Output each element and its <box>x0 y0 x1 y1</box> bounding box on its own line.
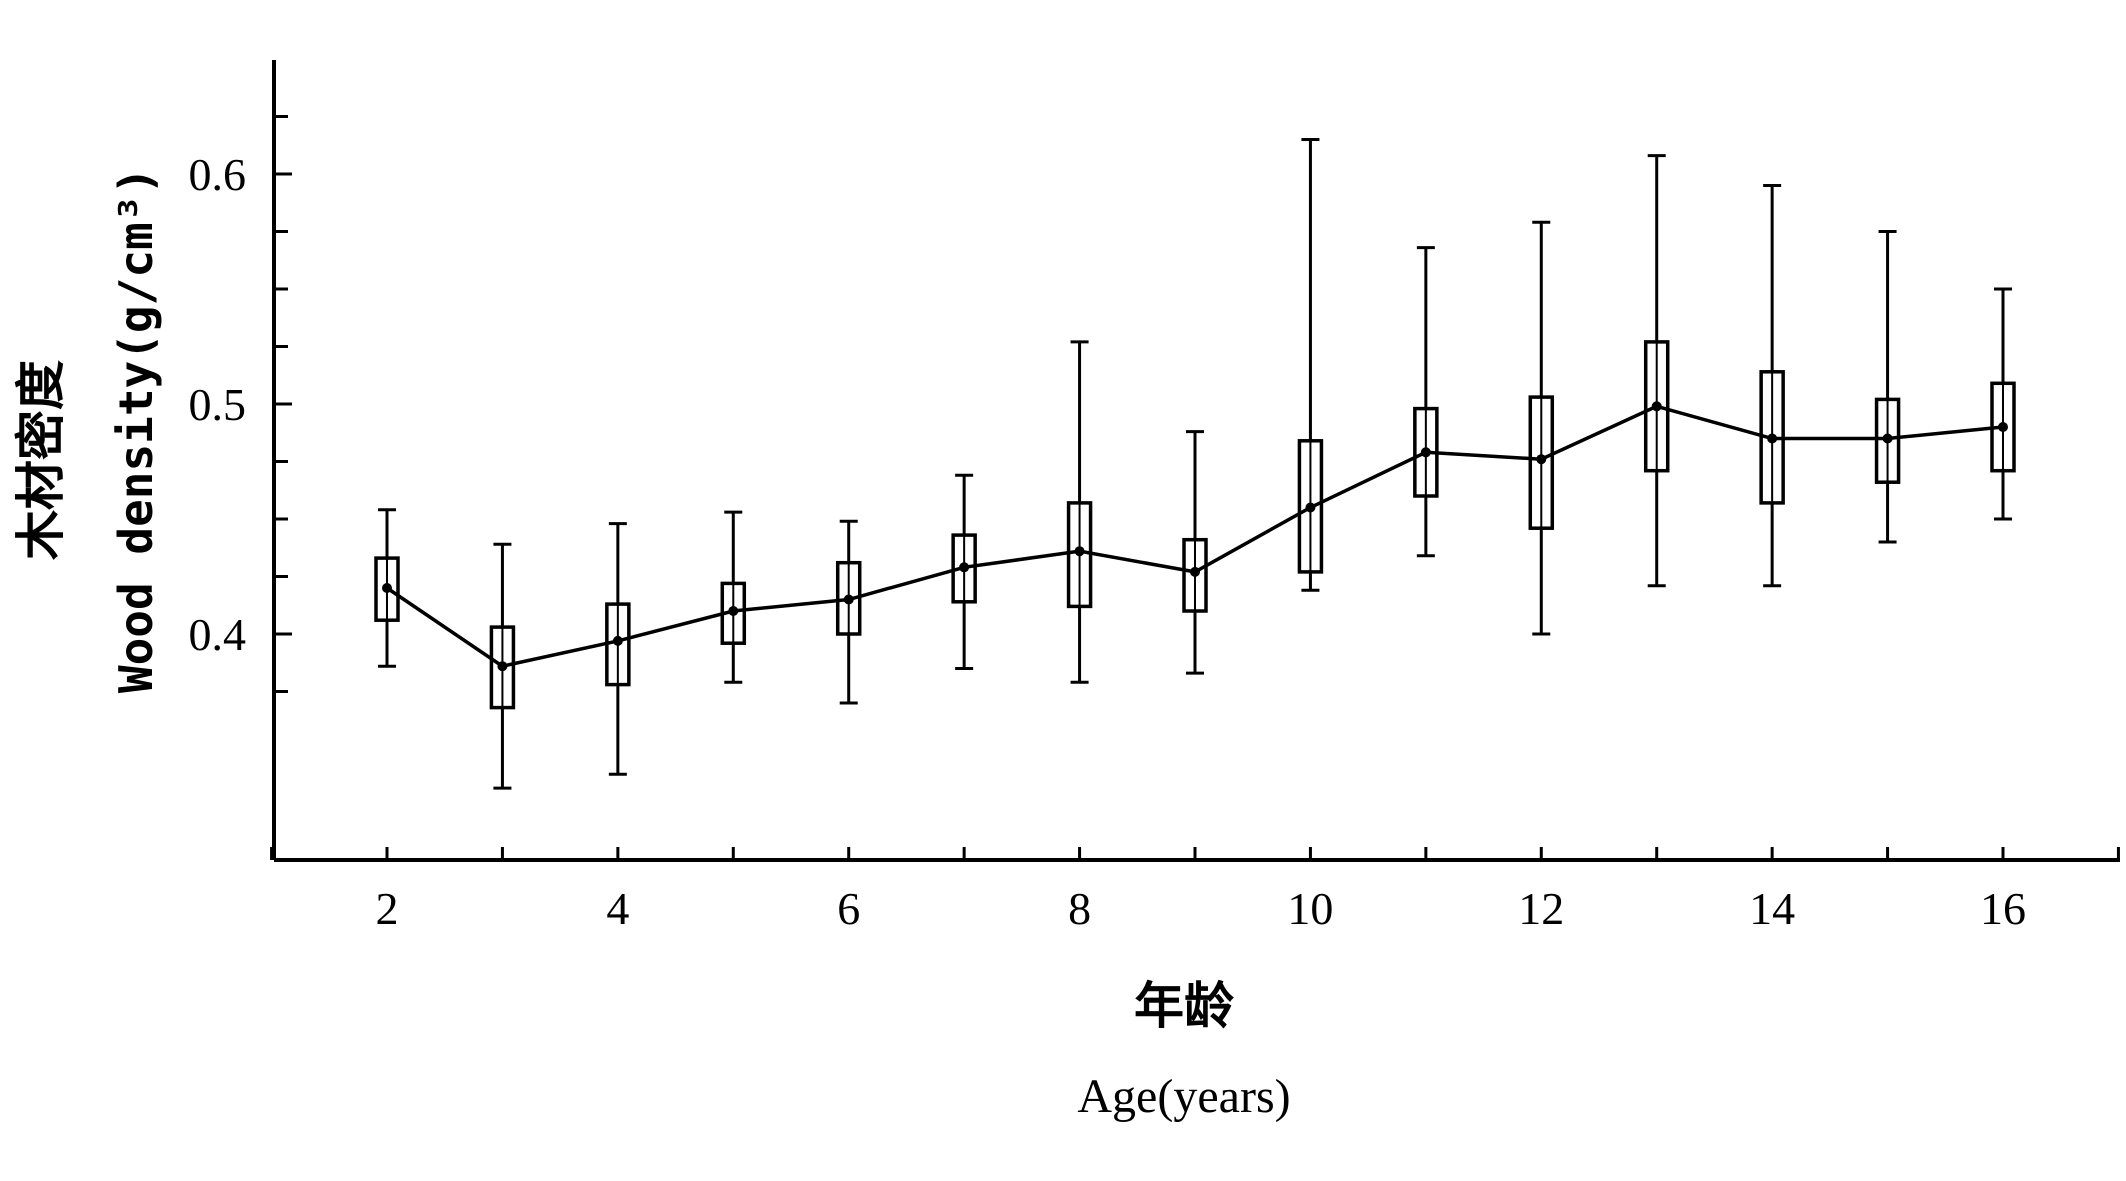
axes <box>270 60 2120 862</box>
mean-point <box>1998 422 2008 432</box>
y-axis-label-cn: 木材密度 <box>12 360 70 560</box>
x-tick-label: 10 <box>1287 883 1333 934</box>
whiskers <box>378 138 2012 790</box>
y-tick-label: 0.5 <box>189 379 247 430</box>
mean-point <box>1305 502 1316 513</box>
mean-point <box>1536 454 1547 465</box>
x-tick-label: 4 <box>606 883 629 934</box>
x-tick-label: 2 <box>376 883 399 934</box>
x-axis-label-en: Age(years) <box>1077 1070 1290 1123</box>
x-tick-label: 8 <box>1068 883 1091 934</box>
mean-point <box>843 594 854 605</box>
x-tick-label: 6 <box>837 883 860 934</box>
mean-point <box>728 606 739 616</box>
mean-point <box>1190 566 1200 577</box>
mean-point <box>497 661 508 672</box>
mean-point <box>1074 546 1085 557</box>
mean-point <box>1882 433 1893 444</box>
y-axis-label-en: Wood density(g/cm³) <box>109 167 163 693</box>
x-tick-label: 12 <box>1518 883 1564 934</box>
x-tick-label: 16 <box>1980 883 2026 934</box>
x-tick-label: 14 <box>1749 883 1795 934</box>
mean-point <box>959 562 970 573</box>
mean-point <box>612 635 623 646</box>
y-tick-label: 0.4 <box>189 609 247 660</box>
y-tick-label: 0.6 <box>189 149 247 200</box>
mean-point <box>1767 433 1778 444</box>
mean-point <box>382 583 392 593</box>
mean-point <box>1420 447 1431 458</box>
mean-line-layer <box>382 401 2008 672</box>
mean-point <box>1651 401 1662 412</box>
tick-labels: 0.4 0.5 0.6 2 4 6 8 10 12 14 16 <box>189 149 2027 934</box>
x-axis-label-cn: 年龄 <box>1134 977 1234 1035</box>
